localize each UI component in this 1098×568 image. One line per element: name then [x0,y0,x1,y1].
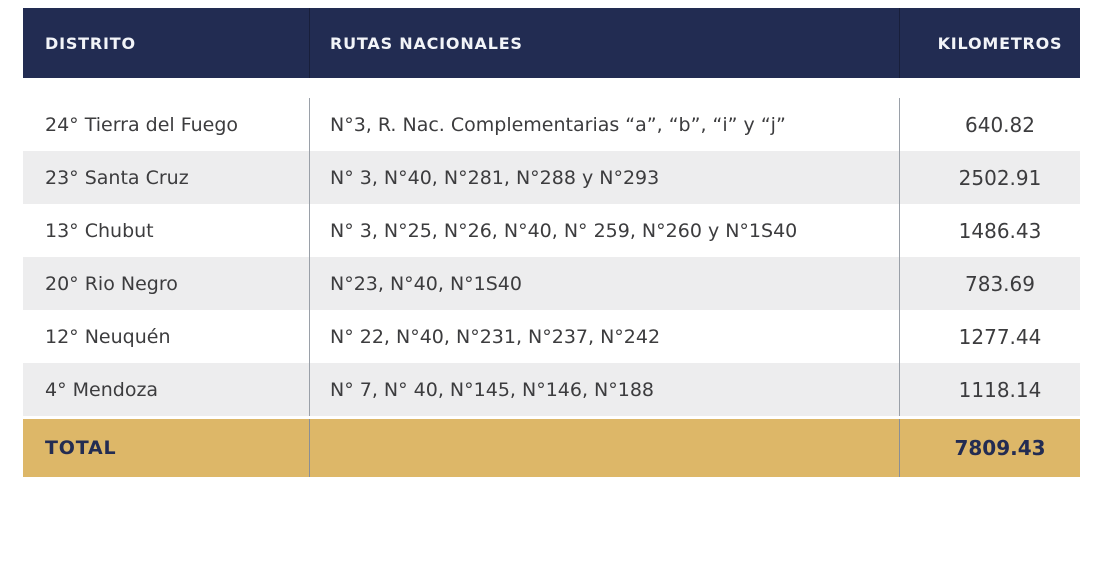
column-header-distrito: DISTRITO [23,8,310,78]
column-header-rutas-nacionales: RUTAS NACIONALES [310,8,900,78]
cell-distrito: 20° Rio Negro [23,257,310,310]
table-row: 23° Santa Cruz N° 3, N°40, N°281, N°288 … [23,151,1080,204]
cell-kilometros: 1277.44 [958,324,1042,349]
column-header-kilometros: KILOMETROS [937,33,1063,53]
table-row: 24° Tierra del Fuego N°3, R. Nac. Comple… [23,98,1080,151]
table-total-row: TOTAL 7809.43 [23,419,1080,477]
total-kilometros: 7809.43 [954,436,1046,460]
table-row: 13° Chubut N° 3, N°25, N°26, N°40, N° 25… [23,204,1080,257]
total-rutas-empty [310,419,900,477]
cell-distrito: 12° Neuquén [23,310,310,363]
cell-distrito: 24° Tierra del Fuego [23,98,310,151]
table-row: 12° Neuquén N° 22, N°40, N°231, N°237, N… [23,310,1080,363]
cell-rutas: N°23, N°40, N°1S40 [310,257,900,310]
cell-kilometros: 2502.91 [958,165,1042,190]
cell-rutas: N°3, R. Nac. Complementarias “a”, “b”, “… [310,98,900,151]
cell-kilometros: 1118.14 [958,377,1042,402]
table-body: 24° Tierra del Fuego N°3, R. Nac. Comple… [23,98,1080,416]
cell-distrito: 4° Mendoza [23,363,310,416]
cell-rutas: N° 7, N° 40, N°145, N°146, N°188 [310,363,900,416]
total-label: TOTAL [23,419,310,477]
table-row: 20° Rio Negro N°23, N°40, N°1S40 783.69 [23,257,1080,310]
cell-distrito: 23° Santa Cruz [23,151,310,204]
cell-kilometros: 1486.43 [958,218,1042,243]
cell-kilometros: 783.69 [965,271,1035,296]
national-routes-table: DISTRITO RUTAS NACIONALES KILOMETROS 24°… [23,8,1080,477]
body-total-gap [23,416,1080,419]
cell-rutas: N° 3, N°25, N°26, N°40, N° 259, N°260 y … [310,204,900,257]
table-header-row: DISTRITO RUTAS NACIONALES KILOMETROS [23,8,1080,78]
cell-rutas: N° 22, N°40, N°231, N°237, N°242 [310,310,900,363]
header-body-gap [23,78,1080,98]
cell-rutas: N° 3, N°40, N°281, N°288 y N°293 [310,151,900,204]
cell-kilometros: 640.82 [965,112,1035,137]
table-row: 4° Mendoza N° 7, N° 40, N°145, N°146, N°… [23,363,1080,416]
cell-distrito: 13° Chubut [23,204,310,257]
